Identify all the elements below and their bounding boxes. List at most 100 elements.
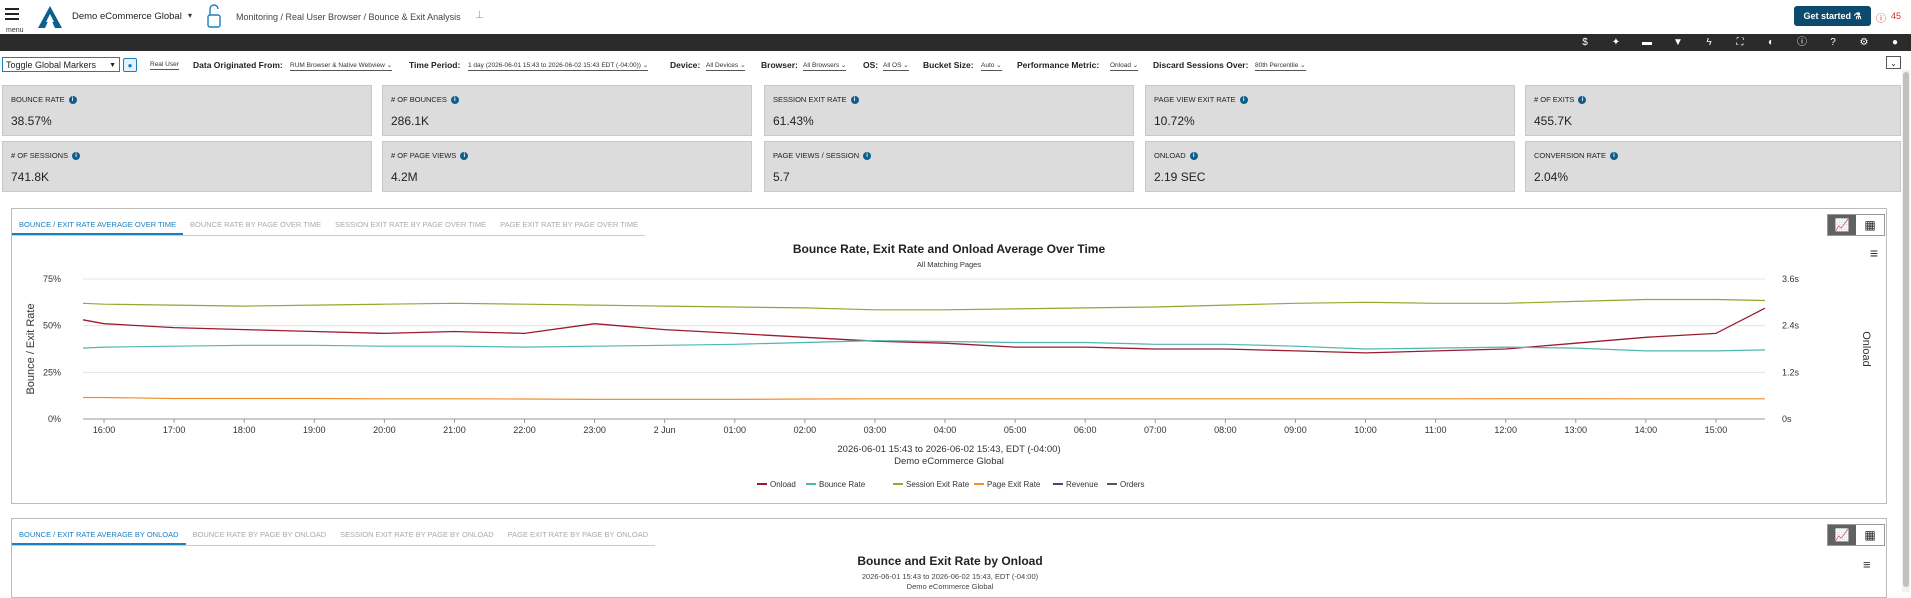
metric-card-session-exit-rate[interactable]: SESSION EXIT RATE i 61.43% [764,85,1134,136]
breadcrumb: Monitoring / Real User Browser / Bounce … [236,12,461,22]
tab-bounce-rate-by-page-over-time[interactable]: BOUNCE RATE BY PAGE OVER TIME [189,220,322,229]
chart2-menu-icon[interactable]: ≡ [1863,557,1871,572]
origin-select[interactable]: RUM Browser & Native Webview ⌄ [290,62,393,71]
tab-page-exit-rate-by-page-by-onload[interactable]: PAGE EXIT RATE BY PAGE BY ONLOAD [507,530,649,539]
x-tick-label: 10:00 [1354,425,1377,435]
y-tick-label: 50% [43,321,61,331]
info-icon[interactable]: i [863,152,872,161]
x-tick-label: 06:00 [1074,425,1097,435]
info-icon[interactable]: i [460,152,469,161]
period-label: Time Period: [409,60,461,70]
app-logo-icon[interactable] [38,6,62,28]
metric-card-page-views-session[interactable]: PAGE VIEWS / SESSION i 5.7 [764,141,1134,192]
tab-bounce-exit-rate-average-over-time[interactable]: BOUNCE / EXIT RATE AVERAGE OVER TIME [12,220,183,235]
browser-label: Browser: [761,60,798,70]
discard-select[interactable]: 80th Percentile ⌄ [1255,62,1306,71]
alert-icon[interactable]: ⓘ [1876,14,1886,25]
gear-icon[interactable]: ⚙ [1859,37,1869,48]
alert-count[interactable]: 45 [1891,11,1902,21]
os-select[interactable]: All OS ⌄ [883,62,909,71]
period-select[interactable]: 1 day (2026-06-01 15:43 to 2026-06-02 15… [468,62,649,71]
chart-view-icon[interactable]: 📈 [1828,525,1856,545]
tab-session-exit-rate-by-page-over-time[interactable]: SESSION EXIT RATE BY PAGE OVER TIME [335,220,487,229]
tab-bounce-rate-by-page-by-onload[interactable]: BOUNCE RATE BY PAGE BY ONLOAD [192,530,327,539]
collapse-filters-chevron-down-icon[interactable]: ⌄ [1886,56,1901,69]
help-icon[interactable]: ? [1830,37,1836,48]
chart-view-icon[interactable]: 📈 [1828,215,1856,235]
comment-icon[interactable]: ▬ [1642,37,1652,48]
metric-card-onload[interactable]: ONLOAD i 2.19 SEC [1145,141,1515,192]
discard-label: Discard Sessions Over: [1153,60,1249,70]
real-user-filter[interactable]: Real User [150,61,179,70]
metric-label: CONVERSION RATE i [1534,151,1618,161]
table-view-icon[interactable]: ▦ [1864,528,1876,542]
x-tick-label: 07:00 [1144,425,1167,435]
pin-icon[interactable]: ⊥ [475,10,484,21]
x-tick-label: 22:00 [513,425,536,435]
x-tick-label: 08:00 [1214,425,1237,435]
x-tick-label: 09:00 [1284,425,1307,435]
info-icon[interactable]: i [1578,96,1587,105]
metric-card-of-sessions[interactable]: # OF SESSIONS i 741.8K [2,141,372,192]
unlock-icon[interactable] [205,3,223,29]
metric-value: 455.7K [1534,114,1573,128]
series-line-page-exit-rate [83,396,1765,400]
y-axis-title: Bounce / Exit Rate [25,303,37,394]
info-icon[interactable]: i [850,96,859,105]
metric-value: 4.2M [391,170,418,184]
scroll-thumb[interactable] [1903,72,1909,587]
info-icon[interactable]: i [72,152,81,161]
info-icon[interactable]: ⓘ [1797,37,1807,48]
y-right-tick-label: 3.6s [1782,274,1800,284]
app-name[interactable]: Demo eCommerce Global [72,11,182,22]
metric-card-of-exits[interactable]: # OF EXITS i 455.7K [1525,85,1901,136]
y-right-tick-label: 0s [1782,414,1792,424]
contrast-icon[interactable]: ◐ [1767,37,1775,48]
legend-item-page-exit-rate: Page Exit Rate [987,480,1041,489]
metric-card-of-bounces[interactable]: # OF BOUNCES i 286.1K [382,85,752,136]
x-tick-label: 20:00 [373,425,396,435]
get-started-button[interactable]: Get started ⚗ [1794,6,1871,26]
toggle-global-markers-select[interactable]: Toggle Global Markers ▼ [2,57,120,72]
bolt-icon[interactable]: ϟ [1706,37,1712,48]
bucket-select[interactable]: Auto ⌄ [981,62,1002,71]
x-tick-label: 21:00 [443,425,466,435]
metric-card-conversion-rate[interactable]: CONVERSION RATE i 2.04% [1525,141,1901,192]
metric-card-bounce-rate[interactable]: BOUNCE RATE i 38.57% [2,85,372,136]
x-tick-label: 03:00 [864,425,887,435]
menu-button[interactable]: menu [4,6,24,34]
info-icon[interactable]: i [68,96,77,105]
filter-icon[interactable]: ▼ [1673,37,1683,48]
marker-location-icon[interactable]: ● [123,58,137,72]
chart-subtitle: All Matching Pages [917,260,981,269]
metric-card-of-page-views[interactable]: # OF PAGE VIEWS i 4.2M [382,141,752,192]
browser-select[interactable]: All Browsers ⌄ [803,62,847,71]
info-icon[interactable]: i [1189,152,1198,161]
chart2-subtitle-name: Demo eCommerce Global [906,582,994,591]
app-switcher-caret-icon[interactable]: ▾ [188,11,193,20]
user-icon[interactable]: ● [1891,37,1899,48]
info-icon[interactable]: i [1239,96,1248,105]
device-label: Device: [670,60,701,70]
chart-footer-range: 2026-06-01 15:43 to 2026-06-02 15:43, ED… [837,444,1060,455]
metric-label: SESSION EXIT RATE i [773,95,859,105]
chart2-title: Bounce and Exit Rate by Onload [857,554,1043,568]
metric-card-page-view-exit-rate[interactable]: PAGE VIEW EXIT RATE i 10.72% [1145,85,1515,136]
info-icon[interactable]: i [450,96,459,105]
chart-menu-icon[interactable]: ≡ [1870,245,1878,261]
dollar-icon[interactable]: $ [1582,37,1588,48]
scrollbar[interactable] [1902,70,1910,592]
tab-bounce-exit-rate-average-by-onload[interactable]: BOUNCE / EXIT RATE AVERAGE BY ONLOAD [12,530,186,545]
tab-session-exit-rate-by-page-by-onload[interactable]: SESSION EXIT RATE BY PAGE BY ONLOAD [340,530,494,539]
info-icon[interactable]: i [1609,152,1618,161]
table-view-icon[interactable]: ▦ [1864,218,1876,232]
toolbar: $ ✦ ▬ ▼ ϟ ⛶ ◐ ⓘ ? ⚙ ● [0,34,1911,51]
y-right-tick-label: 1.2s [1782,367,1800,377]
bucket-label: Bucket Size: [923,60,974,70]
device-select[interactable]: All Devices ⌄ [706,62,746,71]
tab-page-exit-rate-by-page-over-time[interactable]: PAGE EXIT RATE BY PAGE OVER TIME [500,220,639,229]
perf-metric-select[interactable]: Onload ⌄ [1110,62,1139,71]
fullscreen-icon[interactable]: ⛶ [1736,37,1744,48]
sparkle-icon[interactable]: ✦ [1611,37,1621,48]
y-tick-label: 0% [48,414,61,424]
